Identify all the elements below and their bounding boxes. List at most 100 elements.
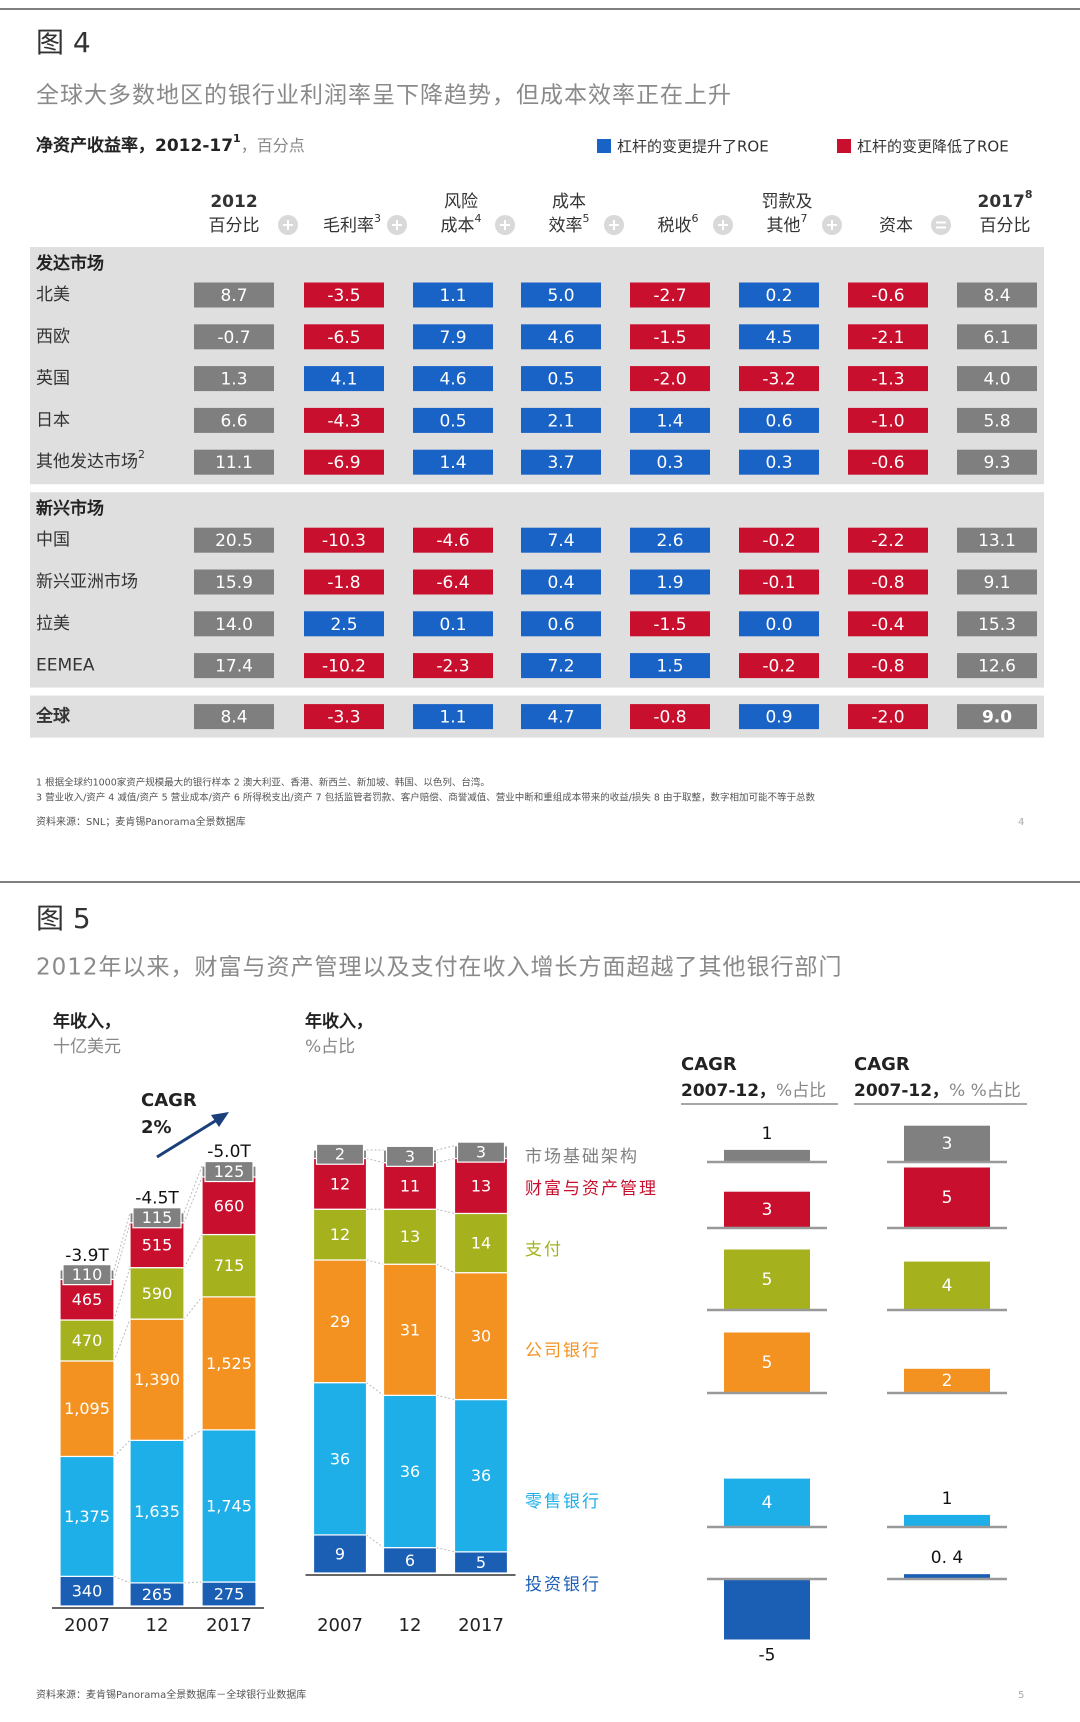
value-cell <box>957 324 1037 350</box>
total-label: -3.9T <box>65 1246 109 1266</box>
value-cell <box>957 611 1037 637</box>
value-cell <box>630 407 710 433</box>
value-label: 14 <box>471 1234 491 1253</box>
cell-value: -0.4 <box>871 615 904 635</box>
text-part: 1 <box>233 132 241 145</box>
column-header: 成本4 <box>441 212 482 236</box>
value-cell <box>521 324 601 350</box>
text-part: 成本 <box>441 216 475 236</box>
value-cell <box>413 324 493 350</box>
chart-title: 年收入， <box>53 1011 121 1032</box>
row-label: 拉美 <box>36 614 70 634</box>
figure-label: 图 5 <box>36 902 91 935</box>
cell-value: -2.7 <box>653 286 686 306</box>
value-cell <box>413 407 493 433</box>
value-cell <box>957 282 1037 308</box>
value-cell <box>630 366 710 392</box>
cell-value: -3.3 <box>327 708 360 728</box>
legend-label: 杠杆的变更降低了ROE <box>857 138 1009 156</box>
value-cell <box>739 407 819 433</box>
legend-swatch <box>837 139 851 153</box>
text-part: 8 <box>1025 188 1033 201</box>
cagr-arrow <box>156 1116 221 1159</box>
legend-label: 公司银行 <box>525 1341 601 1361</box>
value-label: 3 <box>942 1134 953 1154</box>
value-cell <box>521 407 601 433</box>
source: 资料来源：SNL；麦肯锡Panorama全景数据库 <box>36 815 246 828</box>
row-label: 新兴亚洲市场 <box>36 572 138 592</box>
value-label: 515 <box>142 1236 173 1255</box>
row-label: 英国 <box>36 369 70 389</box>
slide-title: 2012年以来，财富与资产管理以及支付在收入增长方面超越了其他银行部门 <box>36 955 843 981</box>
connector <box>436 1157 455 1164</box>
column-header: 罚款及 <box>762 192 813 212</box>
label-bg <box>62 1264 112 1286</box>
value-cell <box>630 569 710 595</box>
cell-value: 11.1 <box>215 453 253 473</box>
value-cell <box>413 611 493 637</box>
value-cell <box>848 407 928 433</box>
bar <box>724 1579 810 1640</box>
connector <box>113 1222 131 1280</box>
bar <box>904 1125 990 1162</box>
text-part: 成本 <box>552 192 586 212</box>
value-cell <box>739 569 819 595</box>
cell-value: -2.0 <box>653 370 686 390</box>
value-cell <box>739 282 819 308</box>
bar <box>724 1249 810 1310</box>
bar-segment <box>453 1272 509 1401</box>
bar <box>904 1261 990 1310</box>
text-part: 毛利率 <box>323 216 374 236</box>
column-header: 百分比 <box>209 216 260 236</box>
cell-value: -0.1 <box>762 573 795 593</box>
cell-value: 1.1 <box>439 286 466 306</box>
text-part: EEMEA <box>36 656 95 676</box>
bar-segment <box>129 1318 185 1441</box>
connector <box>113 1212 131 1270</box>
cell-value: 0.3 <box>656 453 683 473</box>
cell-value: -4.6 <box>436 531 469 551</box>
bar <box>904 1167 990 1228</box>
value-cell <box>413 569 493 595</box>
text-part: ，百分点 <box>241 136 305 155</box>
bar-segment <box>59 1360 115 1458</box>
cell-value: 7.9 <box>439 328 466 348</box>
value-cell <box>413 653 493 679</box>
cell-value: 15.9 <box>215 573 253 593</box>
value-cell <box>630 324 710 350</box>
value-label: 1,095 <box>64 1399 110 1418</box>
value-cell <box>848 569 928 595</box>
cell-value: 5.0 <box>547 286 574 306</box>
column-header: 资本 <box>879 216 913 236</box>
value-cell <box>630 704 710 730</box>
value-cell <box>413 366 493 392</box>
text-part: 中国 <box>36 530 70 550</box>
value-label: 125 <box>214 1162 245 1181</box>
row-label: EEMEA <box>36 656 95 676</box>
value-label: 36 <box>400 1462 420 1481</box>
value-cell <box>848 611 928 637</box>
value-label: 5 <box>762 1270 773 1290</box>
text-part: 6 <box>692 212 699 225</box>
text-part: 2007-12， <box>854 1081 949 1101</box>
column-header: 风险 <box>444 192 478 212</box>
cell-value: -10.2 <box>322 657 366 677</box>
text-part: 2 <box>138 448 145 461</box>
cell-value: -3.2 <box>762 370 795 390</box>
value-cell <box>739 653 819 679</box>
value-cell <box>630 282 710 308</box>
value-label: 13 <box>400 1227 420 1246</box>
value-cell <box>630 527 710 553</box>
value-label: 1,525 <box>206 1354 252 1373</box>
value-cell <box>304 324 384 350</box>
cell-value: -1.0 <box>871 411 904 431</box>
cell-value: -6.5 <box>327 328 360 348</box>
value-label: 5 <box>476 1553 486 1572</box>
cell-value: -3.5 <box>327 286 360 306</box>
text-part: 百分比 <box>980 216 1031 236</box>
value-cell <box>957 407 1037 433</box>
value-cell <box>957 704 1037 730</box>
bar-segment <box>129 1222 185 1269</box>
value-label: 660 <box>214 1196 245 1215</box>
